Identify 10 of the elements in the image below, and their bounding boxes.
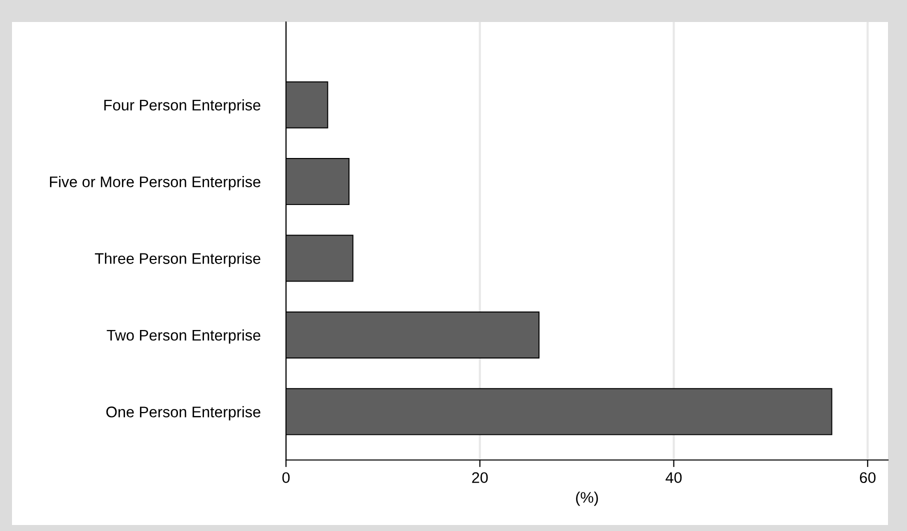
x-tick-label: 20 bbox=[472, 472, 488, 484]
x-tick-label: 0 bbox=[282, 472, 290, 484]
x-axis-title: (%) bbox=[576, 492, 598, 506]
x-tick-label: 40 bbox=[666, 472, 682, 484]
y-tick-label: Three Person Enterprise bbox=[94, 252, 260, 267]
y-tick-label: One Person Enterprise bbox=[106, 406, 260, 420]
x-tick-label: 60 bbox=[860, 472, 876, 484]
y-tick-label: Two Person Enterprise bbox=[106, 329, 260, 344]
y-tick-label: Five or More Person Enterprise bbox=[50, 176, 260, 190]
y-tick-label: Four Person Enterprise bbox=[104, 99, 260, 114]
